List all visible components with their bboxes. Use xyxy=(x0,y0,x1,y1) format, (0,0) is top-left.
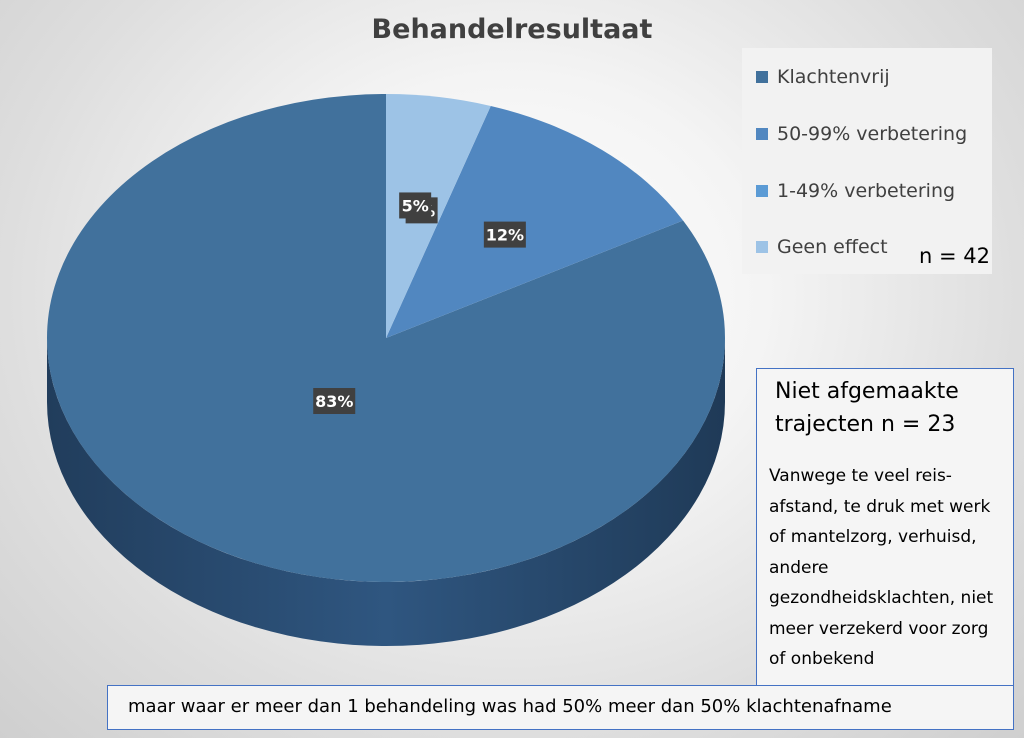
pie-depth-band xyxy=(47,338,725,646)
data-label-3: 5% xyxy=(399,192,432,219)
legend-label: 1-49% verbetering xyxy=(777,180,956,202)
legend-swatch xyxy=(756,128,768,140)
footer-note: maar waar er meer dan 1 behandeling was … xyxy=(128,696,892,717)
incomplete-reasons: Vanwege te veel reis-afstand, te druk me… xyxy=(769,466,994,669)
incomplete-trajectories-box: Niet afgemaakte trajecten n = 23 Vanwege… xyxy=(756,368,1014,686)
pie-slice-3 xyxy=(386,94,491,338)
data-label-text: 83% xyxy=(315,392,353,411)
data-label-box xyxy=(483,221,526,248)
legend: Klachtenvrij 50-99% verbetering 1-49% ve… xyxy=(742,48,992,274)
legend-item-klachtenvrij: Klachtenvrij xyxy=(756,62,890,92)
chart-title: Behandelresultaat xyxy=(371,14,653,45)
legend-label: Klachtenvrij xyxy=(777,66,890,88)
legend-label: Geen effect xyxy=(777,236,888,258)
legend-label: 50-99% verbetering xyxy=(777,123,968,145)
legend-item-geen-effect: Geen effect xyxy=(756,232,888,262)
legend-item-50-99: 50-99% verbetering xyxy=(756,119,967,149)
pie-side xyxy=(47,338,725,646)
legend-item-1-49: 1-49% verbetering xyxy=(756,176,955,206)
pie-slice-1 xyxy=(386,105,684,339)
data-label-1: 12% xyxy=(483,221,526,248)
data-label-0: 83% xyxy=(313,388,356,415)
data-label-text: 5% xyxy=(402,196,429,215)
data-label-box xyxy=(399,192,432,219)
data-label-text: 12% xyxy=(486,226,524,245)
incomplete-heading: Niet afgemaakte trajecten n = 23 xyxy=(775,379,959,437)
legend-swatch xyxy=(756,241,768,253)
footer-note-box: maar waar er meer dan 1 behandeling was … xyxy=(107,685,1014,730)
legend-swatch xyxy=(756,71,768,83)
data-label-box xyxy=(313,388,356,415)
legend-swatch xyxy=(756,185,768,197)
n-total: n = 42 xyxy=(919,244,990,268)
